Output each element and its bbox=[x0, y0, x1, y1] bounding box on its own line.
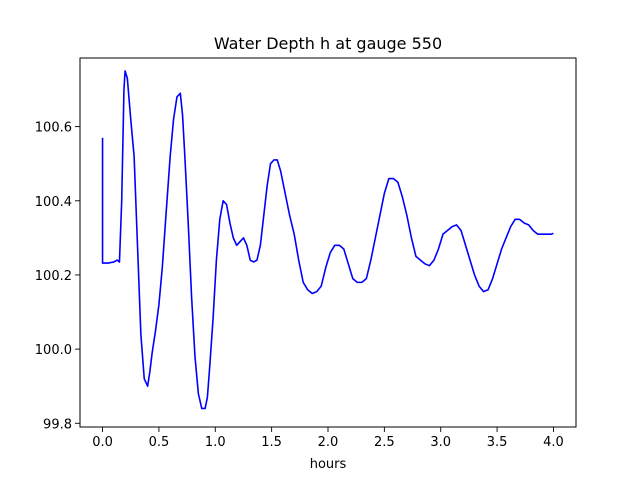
plot-area: 0.0 0.5 1.0 1.5 2.0 2.5 3.0 3.5 4.0 99.8 100.0 100.… bbox=[35, 57, 577, 450]
x-tick-label: 1.5 bbox=[261, 435, 282, 450]
x-tick-label: 0.5 bbox=[149, 435, 170, 450]
x-tick-label: 2.5 bbox=[374, 435, 395, 450]
y-tick-label: 99.8 bbox=[43, 417, 72, 432]
x-tick-label: 2.0 bbox=[318, 435, 339, 450]
x-axis-label: hours bbox=[310, 457, 347, 472]
axes-background bbox=[80, 58, 576, 427]
x-tick-label: 0.0 bbox=[92, 435, 113, 450]
series-line-0 bbox=[101, 70, 554, 410]
x-tick-label: 3.5 bbox=[487, 435, 508, 450]
axes-frame bbox=[79, 57, 577, 428]
y-tick-label: 100.4 bbox=[35, 195, 72, 210]
x-tick-label: 3.0 bbox=[430, 435, 451, 450]
chart-title: Water Depth h at gauge 550 bbox=[214, 34, 442, 53]
x-tick-label: 1.0 bbox=[205, 435, 226, 450]
y-tick-label: 100.2 bbox=[35, 269, 72, 284]
y-tick-label: 100.0 bbox=[35, 343, 72, 358]
y-tick-label: 100.6 bbox=[35, 121, 72, 136]
x-tick-label: 4.0 bbox=[543, 435, 564, 450]
